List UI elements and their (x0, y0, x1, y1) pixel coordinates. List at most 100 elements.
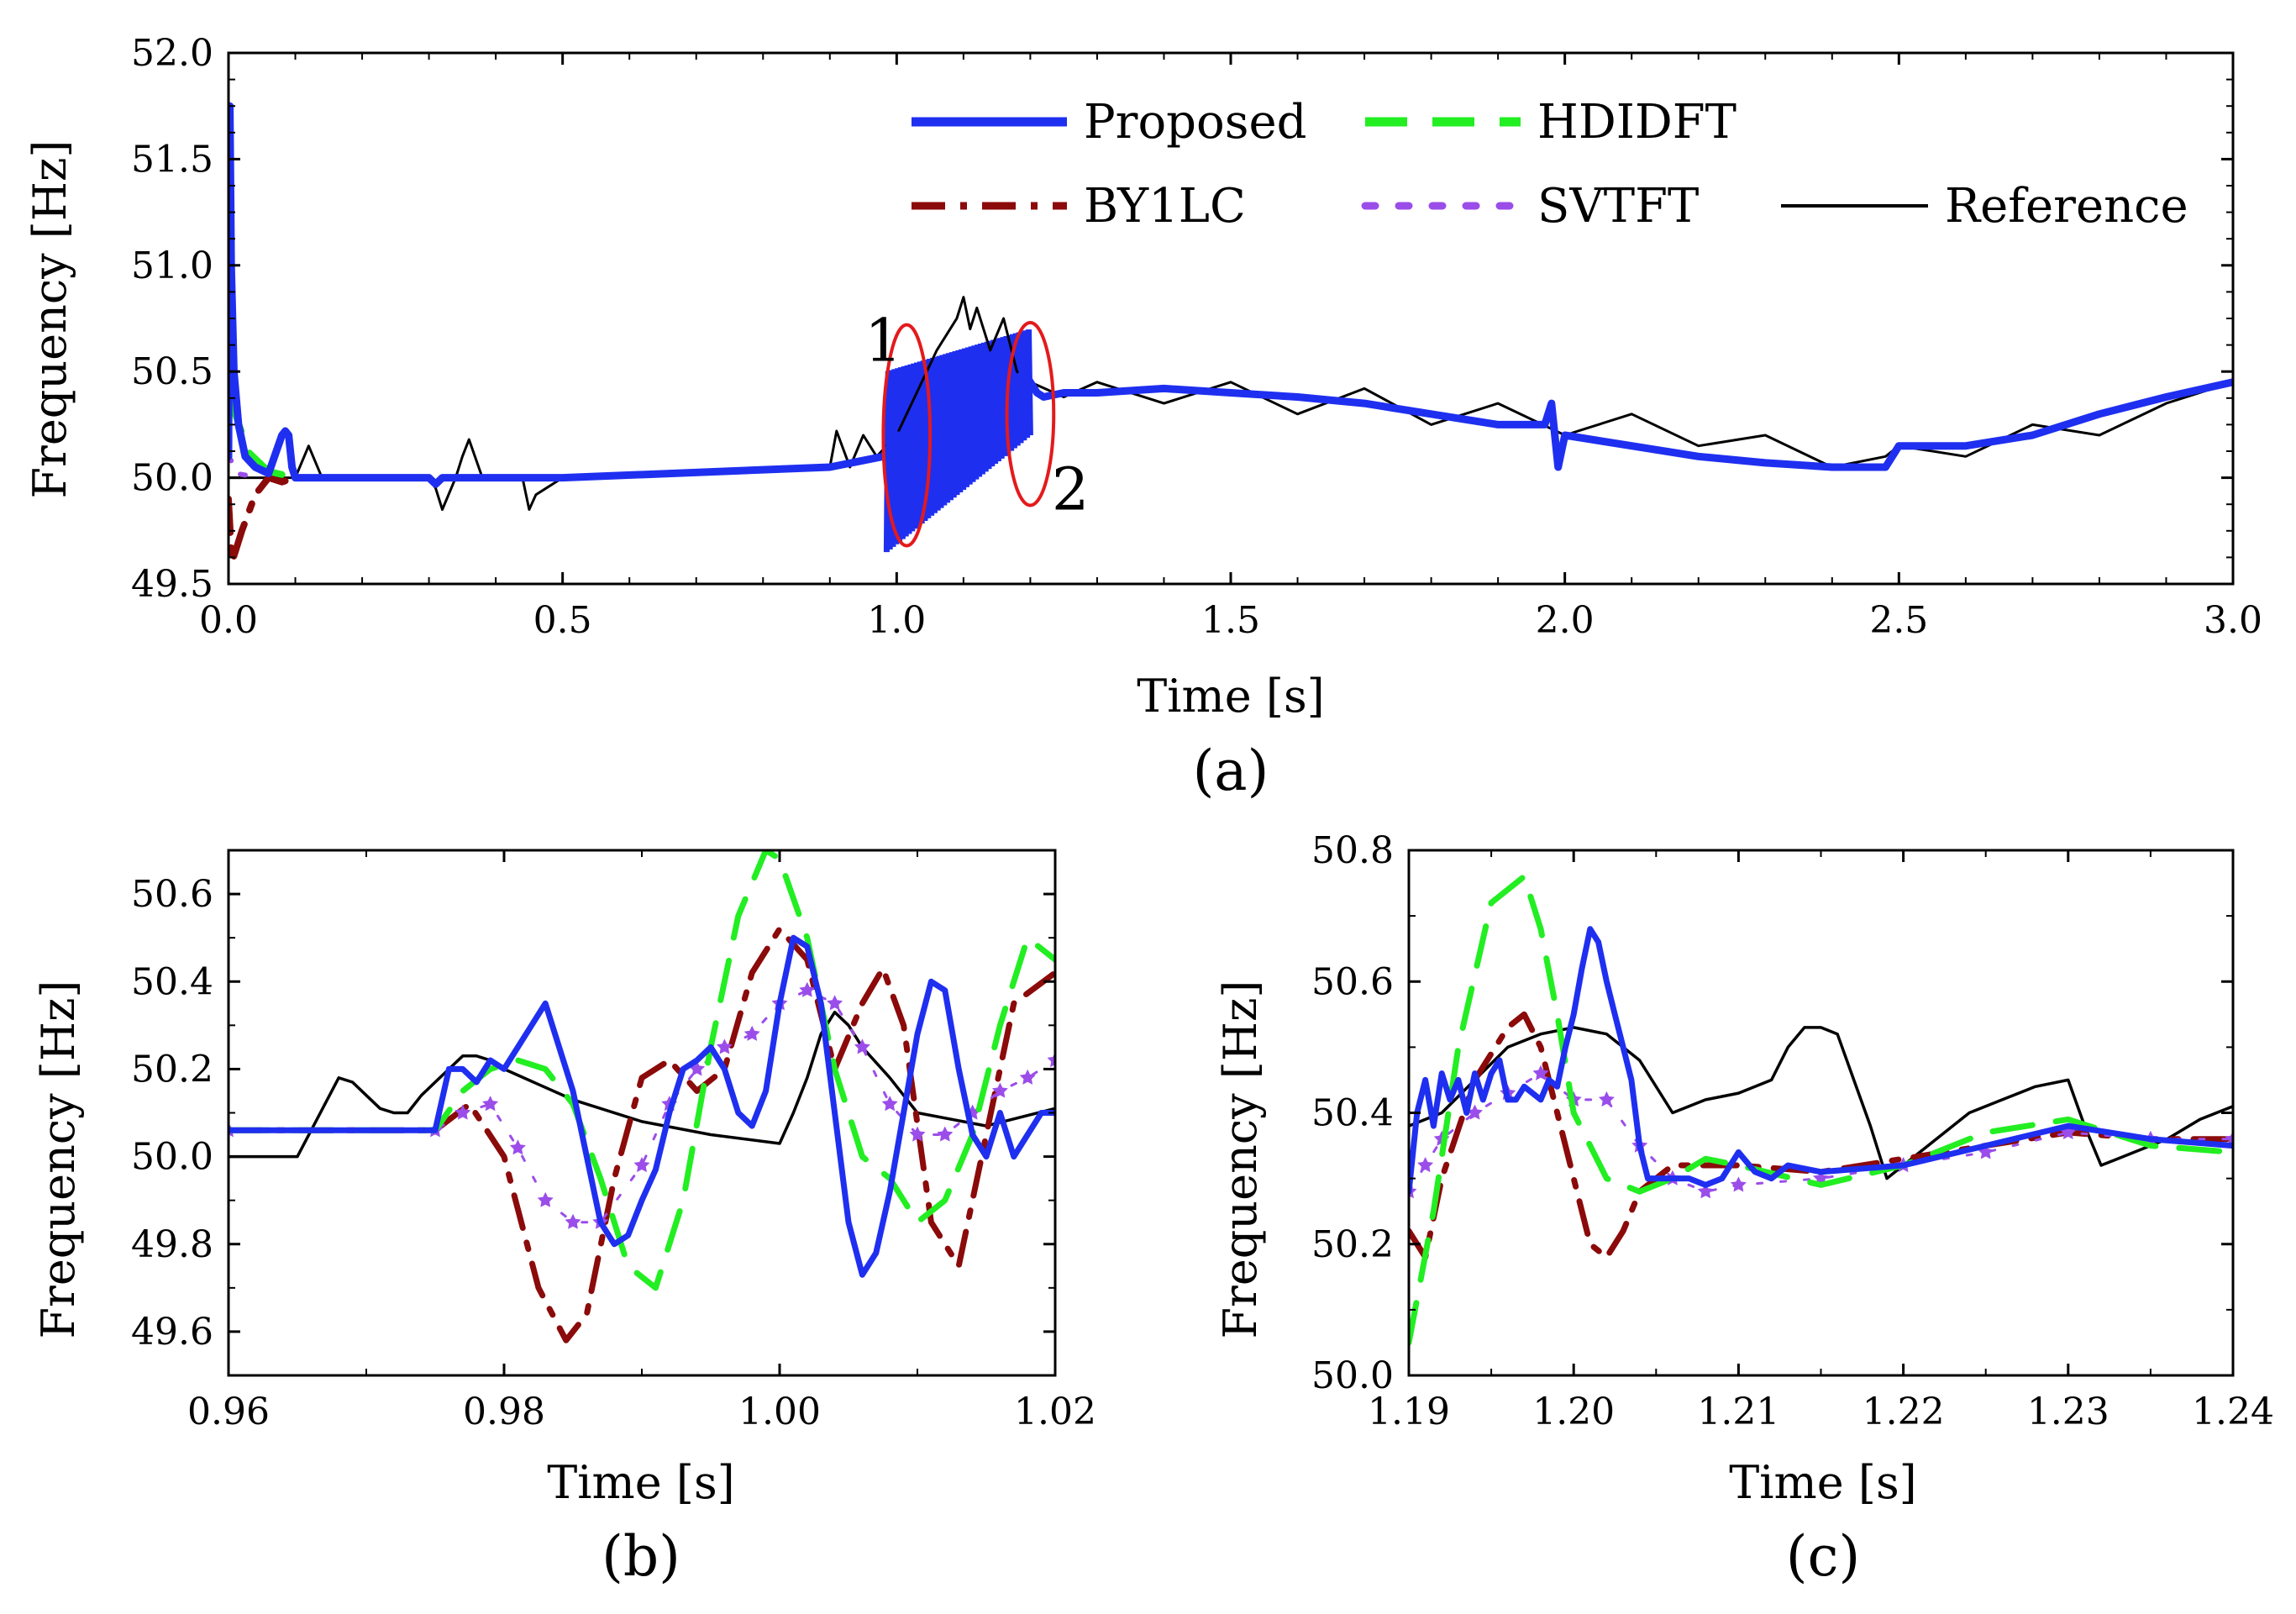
x-tick-label: 1.22 (1863, 1391, 1945, 1433)
y-tick-label: 50.4 (1311, 1092, 1394, 1135)
series-proposed-line (1409, 926, 2233, 1195)
annotation-label-2: 2 (1052, 455, 1090, 524)
y-tick-label: 50.8 (1311, 829, 1394, 872)
panel-c: 1.19 1.20 1.21 1.22 1.23 1.24 50.0 50.2 50.4 50.6… (1214, 829, 2274, 1589)
series-svtft-marker (854, 1038, 870, 1054)
x-tick-label: 3.0 (2204, 599, 2262, 642)
y-tick-label: 49.8 (131, 1223, 213, 1266)
series-svtft-marker (2225, 1130, 2233, 1146)
x-tick-label: 1.20 (1532, 1391, 1615, 1433)
y-tick-label: 50.6 (131, 873, 213, 916)
series-svtft-marker (1047, 1052, 1055, 1068)
y-tick-label: 49.6 (131, 1311, 213, 1354)
series-proposed-line (229, 102, 2233, 488)
series-svtft-line (1409, 1072, 2233, 1193)
y-tick-label: 51.0 (131, 244, 213, 287)
annotation-ellipse-1 (881, 323, 933, 548)
panel-b-frame (227, 849, 1057, 1377)
series-svtft-marker (881, 1096, 898, 1112)
panel-a-caption: (a) (1193, 739, 1269, 803)
y-tick-label: 50.4 (131, 960, 213, 1003)
panel-c-ylabel: Frequency [Hz] (1214, 980, 1267, 1339)
series-svtft-marker (937, 1126, 954, 1142)
series-svtft-marker (909, 1126, 926, 1142)
x-tick-label: 0.5 (533, 599, 592, 642)
series-by1lc-line (229, 926, 1055, 1343)
series-svtft-marker (633, 1157, 650, 1173)
panel-a-annotations: 12 (864, 307, 1090, 548)
series-hdidft-line (229, 850, 1055, 1291)
panel-b: 0.96 0.98 1.00 1.02 49.6 49.8 50.0 50.2 50.4 50.6… (32, 849, 1096, 1589)
series-svtft-marker (454, 1104, 471, 1120)
series-svtft-marker (1467, 1104, 1483, 1120)
annotation-label-1: 1 (864, 307, 902, 376)
series-svtft-marker (689, 1060, 706, 1076)
series-svtft-marker (565, 1213, 581, 1229)
panel-c-caption: (c) (1786, 1524, 1860, 1589)
series-svtft-marker (2060, 1123, 2077, 1139)
y-tick-label: 51.5 (131, 138, 213, 181)
series-reference-line (229, 296, 2233, 511)
panel-c-plot-area: 1.19 1.20 1.21 1.22 1.23 1.24 50.0 50.2 50.4 50.6… (1311, 829, 2274, 1433)
series-svtft-marker (827, 995, 843, 1011)
series-reference-line (1409, 1026, 2233, 1180)
panel-a: 0.0 0.5 1.0 1.5 2.0 2.5 3.0 49.5 50.0 50.5 51.0 51.… (24, 32, 2262, 803)
series-svtft-marker (716, 1038, 733, 1054)
series-svtft-marker (1019, 1069, 1036, 1085)
panel-b-xlabel: Time [s] (547, 1456, 734, 1509)
x-tick-label: 1.5 (1201, 599, 1260, 642)
panel-b-caption: (b) (602, 1524, 680, 1589)
x-tick-label: 1.02 (1014, 1391, 1096, 1433)
x-tick-label: 1.19 (1368, 1391, 1450, 1433)
panel-b-ylabel: Frequency [Hz] (32, 980, 85, 1339)
x-tick-label: 1.23 (2027, 1391, 2109, 1433)
legend-label-svtft: SVTFT (1537, 179, 1699, 234)
series-svtft-marker (799, 981, 816, 997)
y-tick-label: 50.0 (131, 1136, 213, 1179)
series-svtft-marker (537, 1191, 554, 1207)
x-tick-label: 0.98 (463, 1391, 545, 1433)
series-svtft-marker (1598, 1091, 1615, 1107)
panel-b-series (229, 850, 1055, 1343)
series-svtft-marker (743, 1025, 760, 1041)
series-svtft-marker (1978, 1143, 1994, 1159)
series-by1lc-line (1409, 1011, 2233, 1260)
y-tick-label: 50.5 (131, 350, 213, 393)
x-tick-label: 1.21 (1697, 1391, 1779, 1433)
series-proposed-oscillation-band (883, 329, 1033, 553)
series-svtft-marker (509, 1139, 526, 1155)
y-tick-label: 50.0 (131, 457, 213, 500)
x-tick-label: 1.00 (738, 1391, 821, 1433)
panel-a-ylabel: Frequency [Hz] (24, 140, 76, 499)
x-tick-label: 2.5 (1869, 599, 1928, 642)
series-by1lc-line (229, 474, 299, 566)
y-tick-label: 50.6 (1311, 960, 1394, 1003)
y-tick-label: 49.5 (131, 563, 213, 606)
panel-a-series (229, 102, 2233, 566)
series-svtft-marker (1697, 1183, 1714, 1199)
legend: Proposed HDIDFT BY1LC SVTFT Reference (912, 95, 2188, 234)
legend-label-proposed: Proposed (1084, 95, 1306, 150)
legend-label-reference: Reference (1945, 179, 2188, 234)
x-tick-label: 1.0 (867, 599, 926, 642)
y-tick-label: 50.2 (131, 1048, 213, 1091)
panel-b-plot-area: 0.96 0.98 1.00 1.02 49.6 49.8 50.0 50.2 50.4 50.6 (131, 849, 1096, 1433)
series-svtft-marker (1532, 1065, 1549, 1080)
y-tick-label: 50.0 (1311, 1354, 1394, 1397)
legend-label-hdidft: HDIDFT (1537, 95, 1736, 150)
y-tick-label: 50.2 (1311, 1223, 1394, 1266)
series-hdidft-line (1409, 873, 2233, 1346)
series-svtft-marker (1730, 1176, 1747, 1192)
annotation-ellipse-2 (1005, 321, 1056, 507)
series-svtft-marker (991, 1082, 1008, 1098)
x-tick-label: 2.0 (1536, 599, 1595, 642)
series-svtft-marker (482, 1096, 499, 1112)
panel-a-plot-area: 0.0 0.5 1.0 1.5 2.0 2.5 3.0 49.5 50.0 50.5 51.0 51.… (131, 32, 2262, 642)
legend-label-by1lc: BY1LC (1084, 179, 1246, 234)
panel-a-xlabel: Time [s] (1137, 670, 1324, 723)
panel-c-frame (1407, 849, 2235, 1377)
y-tick-label: 52.0 (131, 32, 213, 75)
series-proposed-line (229, 934, 1055, 1278)
x-tick-label: 1.24 (2192, 1391, 2274, 1433)
